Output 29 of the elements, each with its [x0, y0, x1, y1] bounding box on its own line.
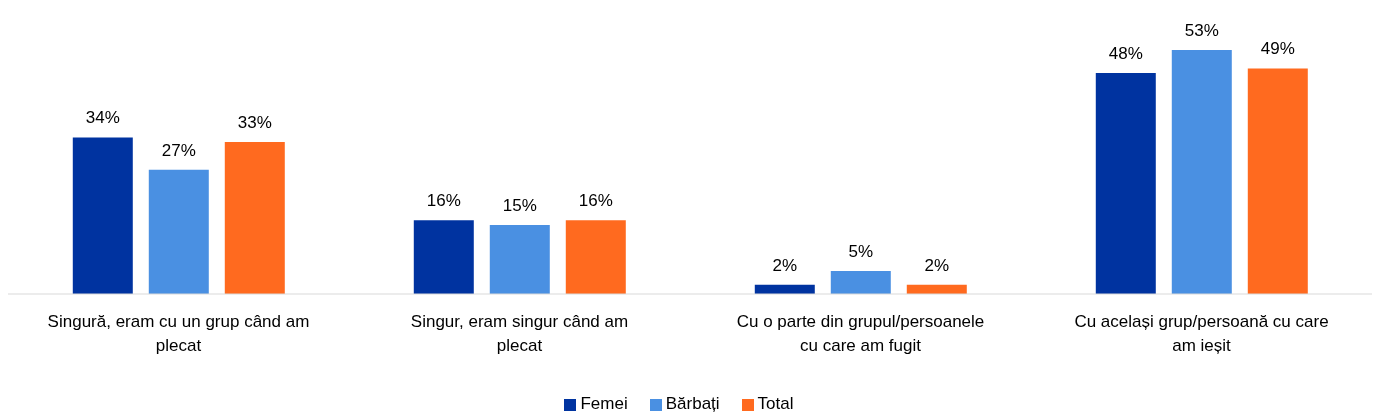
data-label: 5%: [848, 241, 874, 261]
legend-label: Bărbați: [665, 394, 720, 413]
data-label: 2%: [772, 255, 798, 275]
bar: [1171, 50, 1232, 294]
bar: [830, 270, 891, 294]
data-label: 33%: [237, 113, 272, 133]
bar: [413, 220, 474, 294]
bar: [72, 137, 133, 294]
bar: [1095, 73, 1156, 294]
bar: [565, 220, 626, 294]
data-label: 27%: [161, 140, 196, 160]
bar: [489, 224, 550, 294]
data-label: 53%: [1184, 21, 1219, 40]
legend-label: Total: [757, 394, 794, 413]
bar: [148, 169, 209, 294]
x-tick-label: Singură, eram cu un grup când am plecat: [47, 312, 310, 355]
bar: [224, 142, 285, 294]
data-label: 49%: [1260, 39, 1295, 59]
x-tick-label: Cu o parte din grupul/persoanele cu care am fugit: [736, 312, 985, 355]
data-label: 15%: [502, 195, 537, 215]
data-label: 34%: [85, 108, 120, 128]
x-tick-label: Singur, eram singur când am plecat: [410, 312, 629, 355]
bar: [1247, 68, 1308, 294]
data-label: 48%: [1108, 44, 1143, 64]
x-tick-label: Cu același grup/persoană cu care am ieșit: [1074, 312, 1329, 355]
data-label: 16%: [578, 191, 613, 211]
data-label: 16%: [426, 191, 461, 211]
legend-label: Femei: [580, 394, 628, 413]
data-label: 2%: [924, 255, 950, 275]
